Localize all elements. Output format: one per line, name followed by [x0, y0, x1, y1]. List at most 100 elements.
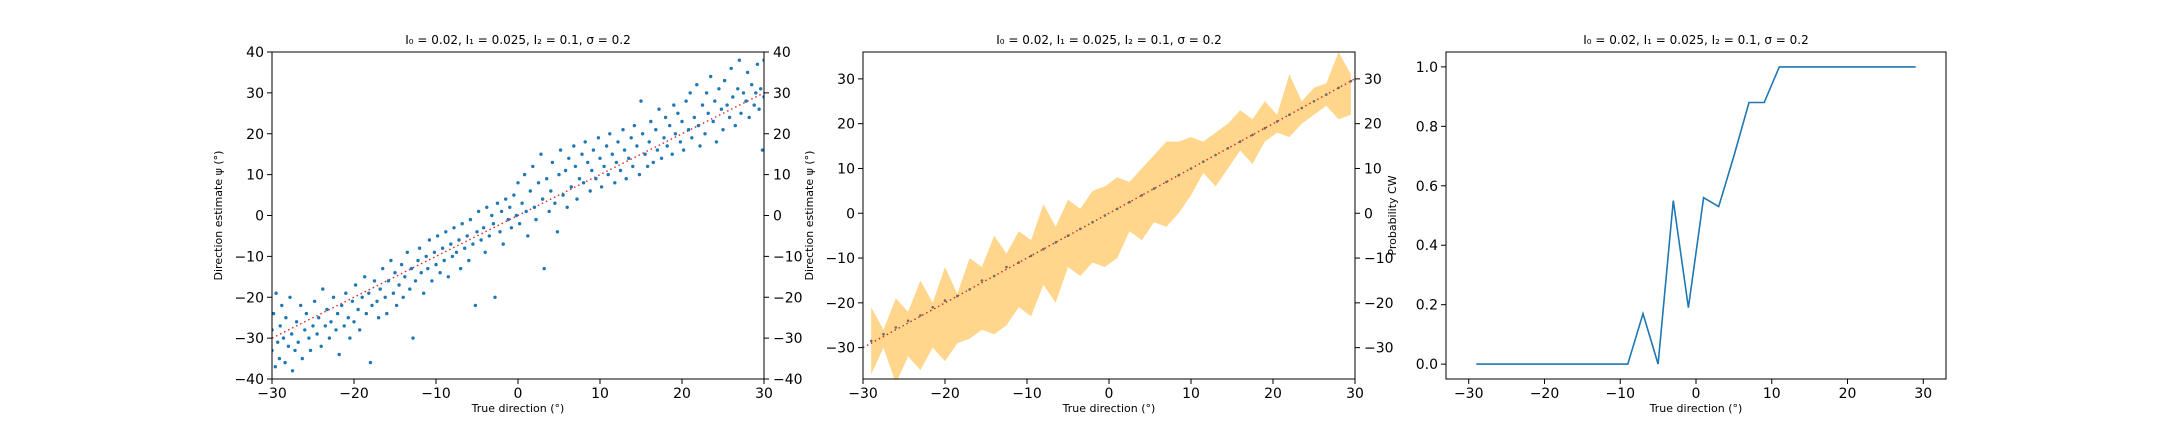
data-point	[1177, 173, 1180, 177]
y-tick-label-right: 30	[773, 86, 791, 102]
data-point	[1029, 254, 1033, 258]
data-point	[481, 226, 486, 230]
chart-direction-estimate-band: I₀ = 0.02, I₁ = 0.025, I₂ = 0.1, σ = 0.2…	[803, 33, 1394, 415]
data-point	[613, 181, 617, 185]
data-point	[649, 119, 653, 124]
y-tick-label: 0.2	[1416, 298, 1438, 314]
data-point	[444, 230, 448, 234]
y-tick-label: 1.0	[1416, 60, 1438, 76]
data-point	[391, 291, 396, 295]
data-point	[376, 316, 381, 320]
data-point	[1042, 247, 1045, 251]
data-point	[403, 275, 407, 279]
data-point	[668, 123, 672, 128]
data-point	[549, 189, 553, 193]
data-point	[542, 266, 546, 271]
data-point	[1066, 234, 1070, 237]
data-point	[468, 217, 473, 222]
y-tick-label-right: 10	[1364, 161, 1382, 177]
x-axis: −30 −20 −10 0 10 20 30	[848, 379, 1364, 402]
data-point	[358, 328, 362, 332]
data-point	[422, 291, 426, 295]
y-tick-label: 0.0	[1416, 357, 1438, 373]
data-point	[327, 336, 332, 340]
data-point	[401, 295, 405, 299]
data-point	[1079, 227, 1082, 231]
data-point	[956, 294, 959, 298]
data-point	[604, 144, 609, 148]
data-point	[364, 311, 368, 316]
data-point	[1091, 220, 1094, 224]
data-point	[727, 115, 732, 120]
data-point	[393, 271, 397, 275]
chart-direction-estimate-scatter: I₀ = 0.02, I₁ = 0.025, I₂ = 0.1, σ = 0.2…	[212, 33, 803, 415]
data-point	[586, 160, 590, 165]
data-point	[335, 311, 340, 316]
y-tick-label: −30	[234, 331, 264, 347]
data-point	[342, 324, 346, 328]
data-point	[647, 140, 651, 144]
data-point	[512, 193, 516, 197]
data-point	[506, 217, 510, 222]
data-point	[567, 156, 571, 160]
data-point	[1337, 86, 1340, 90]
data-point	[1128, 200, 1131, 204]
data-point	[438, 271, 442, 275]
data-point	[416, 258, 420, 263]
data-point	[639, 99, 643, 103]
data-point	[739, 111, 743, 116]
data-point	[747, 115, 751, 120]
data-point	[745, 70, 750, 75]
data-point	[655, 148, 660, 152]
data-point	[725, 103, 729, 107]
data-point	[440, 246, 445, 250]
data-point	[665, 144, 669, 148]
data-point	[672, 103, 676, 107]
data-point	[483, 250, 487, 254]
data-point	[307, 336, 311, 340]
data-point	[678, 140, 683, 144]
data-point	[344, 291, 348, 295]
data-point	[370, 303, 374, 308]
data-point	[1288, 113, 1291, 116]
y-tick-label: −20	[234, 290, 264, 306]
data-point	[312, 299, 317, 303]
data-point	[608, 132, 612, 136]
y-axis-label: Direction estimate ψ (°)	[212, 151, 225, 281]
data-point	[741, 91, 746, 95]
x-tick-label: −10	[421, 386, 451, 402]
data-point	[750, 83, 754, 87]
data-point	[284, 316, 288, 320]
data-point	[368, 360, 373, 365]
y-tick-label-right: −10	[1364, 251, 1394, 267]
data-point	[385, 311, 389, 316]
data-point	[277, 356, 282, 361]
plot-area	[863, 52, 1355, 379]
data-point	[1202, 160, 1205, 163]
data-point	[645, 164, 650, 169]
data-point	[894, 326, 898, 329]
data-point	[499, 209, 504, 214]
data-point	[352, 320, 356, 324]
data-point	[680, 119, 684, 124]
y-tick-label: 10	[246, 168, 264, 184]
data-point	[286, 344, 291, 348]
data-point	[670, 152, 674, 156]
data-point	[714, 140, 719, 144]
data-point	[329, 320, 333, 324]
data-point	[869, 339, 873, 343]
data-point	[657, 107, 661, 111]
data-point	[1300, 106, 1303, 110]
x-tick-label: −30	[848, 386, 878, 402]
y-tick-label-right: −30	[1364, 341, 1394, 357]
data-point	[684, 99, 688, 103]
data-point	[992, 274, 996, 278]
data-point	[616, 140, 620, 144]
y-tick-label: 20	[837, 117, 855, 133]
data-point	[509, 226, 514, 230]
data-point	[577, 177, 582, 181]
x-tick-label: −20	[339, 386, 369, 402]
data-point	[290, 369, 295, 373]
data-point	[493, 295, 497, 299]
